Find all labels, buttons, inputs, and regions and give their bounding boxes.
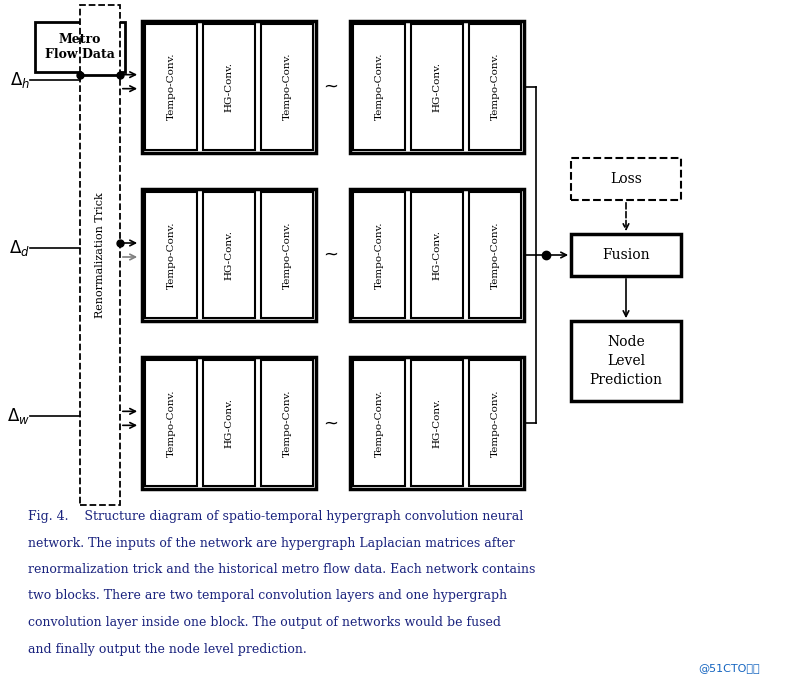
Text: HG-Conv.: HG-Conv. — [225, 230, 233, 280]
Bar — [469, 192, 521, 318]
Text: HG-Conv.: HG-Conv. — [432, 399, 442, 449]
Text: Tempo-Conv.: Tempo-Conv. — [167, 221, 175, 289]
Bar — [411, 24, 463, 149]
Text: Node
Level
Prediction: Node Level Prediction — [590, 334, 663, 388]
Text: $\Delta_h$: $\Delta_h$ — [10, 70, 30, 90]
Text: HG-Conv.: HG-Conv. — [225, 62, 233, 112]
Bar — [571, 321, 681, 401]
Text: @51CTO博客: @51CTO博客 — [699, 663, 760, 673]
Text: Tempo-Conv.: Tempo-Conv. — [374, 53, 384, 121]
Bar — [142, 189, 316, 321]
Text: Tempo-Conv.: Tempo-Conv. — [374, 221, 384, 289]
Text: HG-Conv.: HG-Conv. — [225, 399, 233, 449]
Bar — [80, 5, 120, 505]
Bar — [571, 158, 681, 200]
Bar — [261, 192, 313, 318]
Bar — [411, 192, 463, 318]
Bar — [142, 21, 316, 153]
Text: Tempo-Conv.: Tempo-Conv. — [282, 390, 292, 457]
Text: Tempo-Conv.: Tempo-Conv. — [374, 390, 384, 457]
Bar — [350, 189, 524, 321]
Text: and finally output the node level prediction.: and finally output the node level predic… — [28, 643, 307, 656]
Text: convolution layer inside one block. The output of networks would be fused: convolution layer inside one block. The … — [28, 616, 501, 629]
Text: ~: ~ — [324, 414, 339, 432]
Text: Loss: Loss — [610, 172, 642, 186]
Bar — [203, 24, 255, 149]
Text: ~: ~ — [324, 246, 339, 264]
Bar — [203, 192, 255, 318]
Text: Tempo-Conv.: Tempo-Conv. — [282, 53, 292, 121]
Text: Tempo-Conv.: Tempo-Conv. — [490, 53, 499, 121]
Bar — [350, 21, 524, 153]
Text: Fig. 4.    Structure diagram of spatio-temporal hypergraph convolution neural: Fig. 4. Structure diagram of spatio-temp… — [28, 510, 523, 523]
Bar — [353, 24, 405, 149]
Bar — [145, 360, 197, 486]
Bar — [35, 22, 125, 72]
Bar — [411, 360, 463, 486]
Bar — [145, 192, 197, 318]
Text: Tempo-Conv.: Tempo-Conv. — [167, 53, 175, 121]
Text: ~: ~ — [324, 77, 339, 96]
Text: Tempo-Conv.: Tempo-Conv. — [282, 221, 292, 289]
Text: Tempo-Conv.: Tempo-Conv. — [167, 390, 175, 457]
Bar — [571, 234, 681, 276]
Text: Tempo-Conv.: Tempo-Conv. — [490, 390, 499, 457]
Text: two blocks. There are two temporal convolution layers and one hypergraph: two blocks. There are two temporal convo… — [28, 590, 507, 603]
Bar — [353, 360, 405, 486]
Text: Renormalization Trick: Renormalization Trick — [95, 192, 105, 318]
Bar — [142, 358, 316, 489]
Text: network. The inputs of the network are hypergraph Laplacian matrices after: network. The inputs of the network are h… — [28, 536, 515, 549]
Bar — [350, 358, 524, 489]
Text: HG-Conv.: HG-Conv. — [432, 230, 442, 280]
Text: $\Delta_d$: $\Delta_d$ — [9, 238, 30, 258]
Bar — [203, 360, 255, 486]
Bar — [261, 360, 313, 486]
Bar — [469, 24, 521, 149]
Bar — [261, 24, 313, 149]
Bar — [353, 192, 405, 318]
Bar — [145, 24, 197, 149]
Text: Metro
Flow Data: Metro Flow Data — [45, 33, 115, 61]
Text: renormalization trick and the historical metro flow data. Each network contains: renormalization trick and the historical… — [28, 563, 535, 576]
Text: Fusion: Fusion — [602, 248, 650, 262]
Text: HG-Conv.: HG-Conv. — [432, 62, 442, 112]
Text: $\Delta_w$: $\Delta_w$ — [7, 406, 30, 426]
Bar — [469, 360, 521, 486]
Text: Tempo-Conv.: Tempo-Conv. — [490, 221, 499, 289]
